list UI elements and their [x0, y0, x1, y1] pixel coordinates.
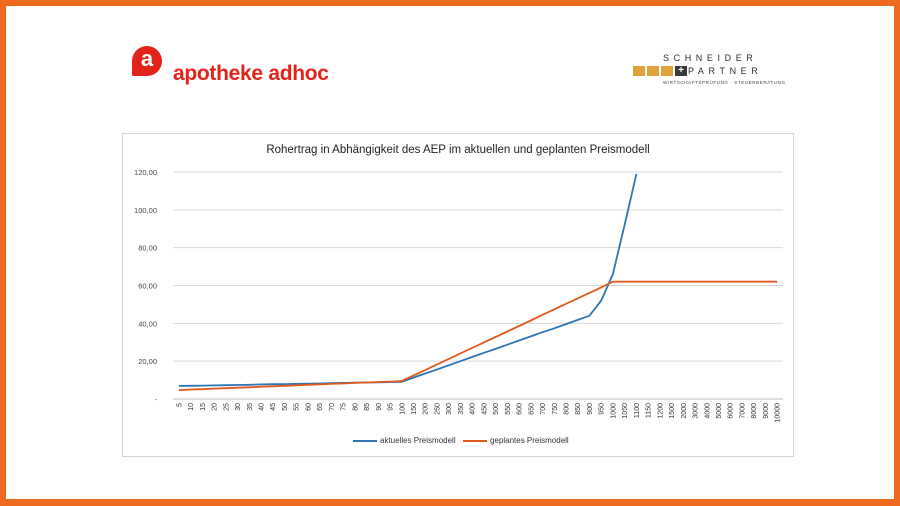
- chart-panel: Rohertrag in Abhängigkeit des AEP im akt…: [122, 133, 794, 457]
- x-tick-label: 400: [470, 403, 477, 415]
- x-tick-label: 200: [423, 403, 430, 415]
- x-tick-label: 8000: [751, 403, 758, 419]
- x-tick-label: 4000: [704, 403, 711, 419]
- x-tick-label: 1000: [610, 403, 617, 419]
- logo-tagline: WIRTSCHAFTSPRÜFUNG · STEUERBERATUNG: [663, 80, 786, 85]
- x-tick-label: 600: [517, 403, 524, 415]
- x-tick-label: 450: [481, 403, 488, 415]
- x-tick-label: 55: [294, 403, 301, 411]
- y-tick-label: 100,00: [134, 206, 157, 215]
- x-tick-label: 350: [458, 403, 465, 415]
- x-tick-label: 1200: [657, 403, 664, 419]
- logo-square-icon: [661, 66, 673, 76]
- x-tick-label: 20: [212, 403, 219, 411]
- x-tick-label: 65: [317, 403, 324, 411]
- x-tick-label: 15: [200, 403, 207, 411]
- x-tick-label: 9000: [763, 403, 770, 419]
- x-tick-label: 25: [223, 403, 230, 411]
- legend-swatch-planned: [463, 439, 487, 442]
- y-tick-label: 60,00: [138, 282, 157, 291]
- x-tick-label: 1050: [622, 403, 629, 419]
- x-tick-label: 75: [341, 403, 348, 411]
- series-line-current: [178, 173, 638, 387]
- y-tick-label: 40,00: [138, 319, 157, 328]
- y-tick-label: -: [155, 395, 158, 404]
- x-tick-label: 250: [434, 403, 441, 415]
- legend-label-current: aktuelles Preismodell: [380, 436, 456, 445]
- x-tick-label: 40: [258, 403, 265, 411]
- x-tick-label: 95: [388, 403, 395, 411]
- logo-square-icon: [647, 66, 659, 76]
- legend-item-current: aktuelles Preismodell: [353, 436, 456, 445]
- apotheke-adhoc-wordmark: apotheke adhoc: [173, 62, 329, 85]
- y-tick-label: 80,00: [138, 244, 157, 253]
- x-tick-label: 650: [528, 403, 535, 415]
- x-tick-label: 150: [411, 403, 418, 415]
- y-tick-label: 20,00: [138, 357, 157, 366]
- x-tick-label: 3000: [693, 403, 700, 419]
- logo-square-icon: [633, 66, 645, 76]
- x-tick-label: 85: [364, 403, 371, 411]
- x-tick-label: 800: [563, 403, 570, 415]
- x-tick-label: 750: [552, 403, 559, 415]
- x-tick-label: 35: [247, 403, 254, 411]
- x-tick-label: 2000: [681, 403, 688, 419]
- logo-plus-icon: +: [675, 66, 687, 76]
- chart-title: Rohertrag in Abhängigkeit des AEP im akt…: [266, 144, 650, 156]
- x-tick-label: 90: [376, 403, 383, 411]
- x-tick-label: 10000: [775, 403, 782, 423]
- x-tick-label: 300: [446, 403, 453, 415]
- x-tick-label: 80: [352, 403, 359, 411]
- x-tick-label: 850: [575, 403, 582, 415]
- legend-item-planned: geplantes Preismodell: [463, 436, 569, 445]
- x-tick-label: 30: [235, 403, 242, 411]
- x-tick-label: 700: [540, 403, 547, 415]
- x-tick-label: 1100: [634, 403, 641, 418]
- speech-bubble-logo-icon: a: [132, 46, 162, 76]
- x-tick-label: 45: [270, 403, 277, 411]
- x-tick-label: 5000: [716, 403, 723, 419]
- partner-wordmark: PARTNER: [688, 66, 763, 76]
- x-tick-label: 6000: [728, 403, 735, 419]
- x-tick-label: 60: [305, 403, 312, 411]
- x-tick-label: 100: [399, 403, 406, 415]
- legend-swatch-current: [353, 439, 377, 442]
- series-line-planned: [178, 280, 778, 391]
- x-tick-label: 900: [587, 403, 594, 415]
- x-tick-label: 950: [599, 403, 606, 415]
- x-tick-label: 5: [176, 403, 183, 407]
- x-tick-label: 1150: [646, 403, 653, 418]
- x-tick-label: 1500: [669, 403, 676, 419]
- legend-label-planned: geplantes Preismodell: [490, 436, 569, 445]
- x-tick-label: 50: [282, 403, 289, 411]
- y-tick-label: 120,00: [134, 168, 157, 177]
- line-chart: - 20,00 40,00 60,00 80,00 100,00 120,00 5 10 15 20…: [134, 168, 783, 423]
- x-tick-label: 500: [493, 403, 500, 415]
- schneider-partner-logo: SCHNEIDER + PARTNER WIRTSCHAFTSPRÜFUNG ·…: [633, 52, 785, 88]
- x-tick-label: 7000: [739, 403, 746, 419]
- x-tick-label: 10: [188, 403, 195, 411]
- schneider-wordmark: SCHNEIDER: [663, 53, 758, 63]
- x-tick-label: 550: [505, 403, 512, 415]
- x-tick-label: 70: [329, 403, 336, 411]
